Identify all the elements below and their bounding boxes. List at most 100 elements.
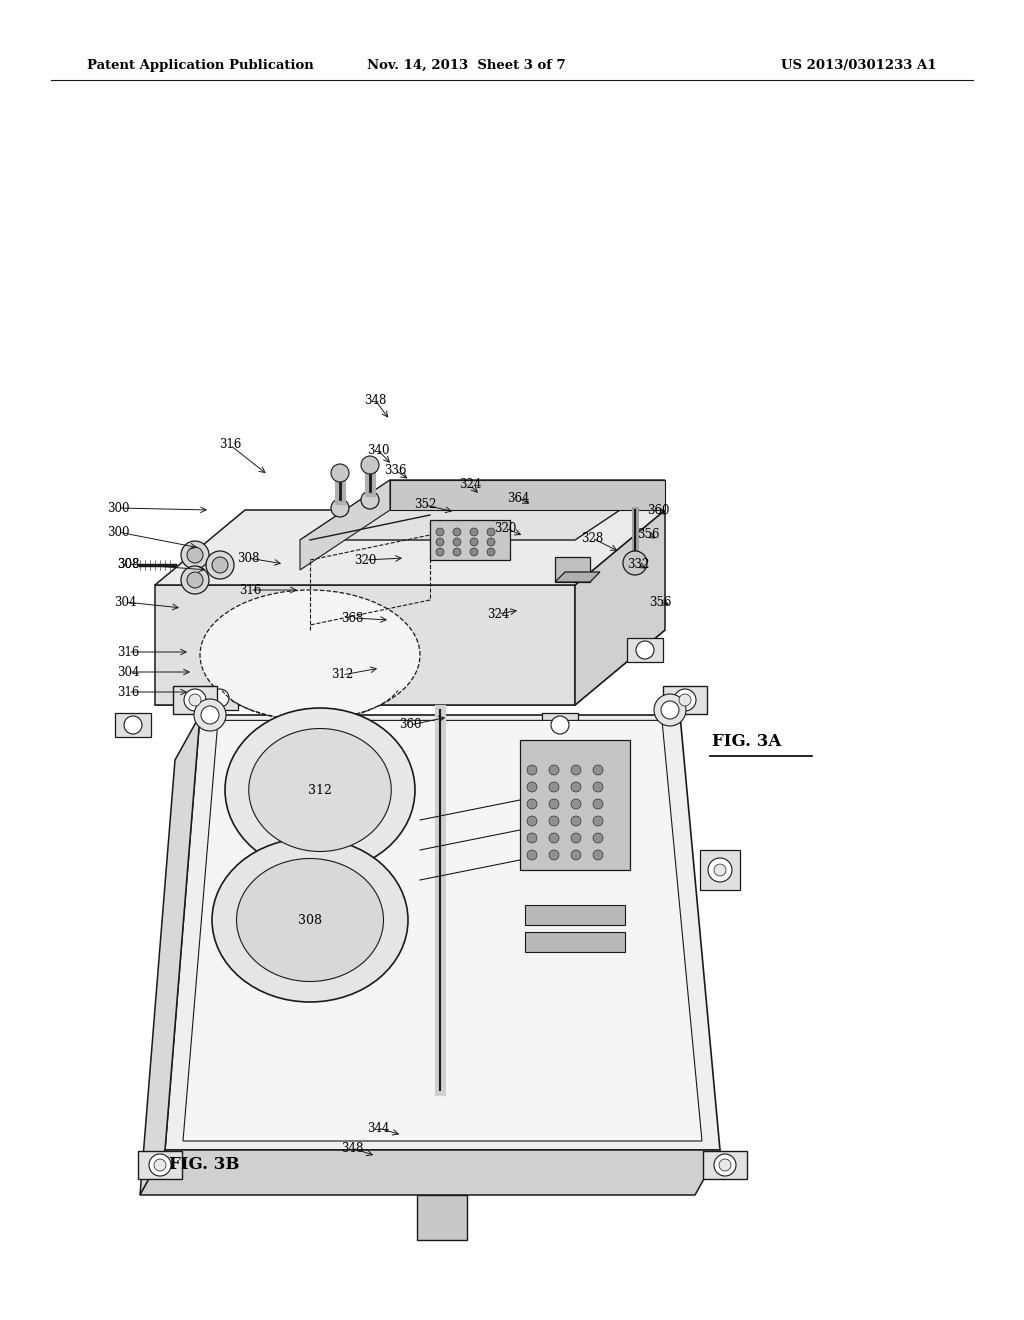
Text: 360: 360 [647,503,670,516]
Circle shape [436,548,444,556]
Circle shape [551,715,569,734]
Text: 300: 300 [106,525,129,539]
Circle shape [527,833,537,843]
Polygon shape [140,715,200,1195]
Polygon shape [525,932,625,952]
Ellipse shape [200,590,420,719]
Polygon shape [627,638,663,663]
Text: 312: 312 [308,784,332,796]
Circle shape [549,816,559,826]
Circle shape [549,850,559,861]
Circle shape [549,766,559,775]
Text: 360: 360 [398,718,421,731]
Polygon shape [140,1150,720,1195]
Circle shape [470,528,478,536]
Circle shape [201,706,219,723]
Circle shape [571,799,581,809]
Polygon shape [165,715,720,1150]
Circle shape [361,455,379,474]
Circle shape [654,694,686,726]
Polygon shape [300,480,665,540]
Text: 316: 316 [239,583,261,597]
Text: 324: 324 [459,479,481,491]
Circle shape [527,766,537,775]
Polygon shape [390,480,665,510]
Text: 316: 316 [117,685,139,698]
Circle shape [527,816,537,826]
Text: 324: 324 [486,607,509,620]
Circle shape [436,528,444,536]
Polygon shape [155,510,665,585]
Circle shape [453,528,461,536]
Circle shape [593,850,603,861]
Circle shape [487,528,495,536]
Text: 320: 320 [494,521,516,535]
Text: 304: 304 [117,665,139,678]
Text: 364: 364 [507,491,529,504]
Circle shape [593,816,603,826]
Polygon shape [520,741,630,870]
Circle shape [593,799,603,809]
Text: 308: 308 [117,557,139,570]
Text: 312: 312 [331,668,353,681]
Text: 348: 348 [341,1142,364,1155]
Polygon shape [555,572,600,582]
Polygon shape [700,850,740,890]
Polygon shape [555,557,590,582]
Circle shape [470,548,478,556]
Circle shape [623,550,647,576]
Polygon shape [155,630,665,705]
Circle shape [184,689,206,711]
Text: 368: 368 [341,611,364,624]
Circle shape [714,1154,736,1176]
Text: 336: 336 [384,463,407,477]
Circle shape [714,865,726,876]
Text: 344: 344 [367,1122,389,1134]
Text: 328: 328 [581,532,603,544]
Text: FIG. 3A: FIG. 3A [712,734,781,750]
Text: 340: 340 [367,444,389,457]
Circle shape [436,539,444,546]
Circle shape [571,850,581,861]
Text: 316: 316 [219,438,242,451]
Circle shape [527,850,537,861]
Circle shape [331,465,349,482]
Text: Patent Application Publication: Patent Application Publication [87,58,313,71]
Polygon shape [155,585,575,705]
Circle shape [593,781,603,792]
Text: 356: 356 [649,595,672,609]
Circle shape [211,689,229,708]
Polygon shape [430,520,510,560]
Polygon shape [542,713,578,737]
Text: 308: 308 [117,557,139,570]
Circle shape [571,816,581,826]
Text: US 2013/0301233 A1: US 2013/0301233 A1 [781,58,937,71]
Polygon shape [300,480,390,570]
Circle shape [453,539,461,546]
Polygon shape [575,510,665,705]
Circle shape [679,694,691,706]
Circle shape [206,550,234,579]
Text: 304: 304 [114,595,136,609]
Circle shape [527,781,537,792]
Ellipse shape [237,858,384,982]
Circle shape [571,766,581,775]
Circle shape [593,766,603,775]
Text: FIG. 3B: FIG. 3B [169,1156,240,1172]
Ellipse shape [212,838,408,1002]
Circle shape [154,1159,166,1171]
Polygon shape [183,721,702,1140]
Ellipse shape [249,729,391,851]
Circle shape [674,689,696,711]
Circle shape [194,700,226,731]
Circle shape [487,539,495,546]
Text: 320: 320 [354,553,376,566]
Circle shape [708,858,732,882]
Text: 308: 308 [298,913,322,927]
Circle shape [549,833,559,843]
Circle shape [571,781,581,792]
Circle shape [549,781,559,792]
Circle shape [361,491,379,510]
Text: Nov. 14, 2013  Sheet 3 of 7: Nov. 14, 2013 Sheet 3 of 7 [367,58,565,71]
Text: 300: 300 [106,502,129,515]
